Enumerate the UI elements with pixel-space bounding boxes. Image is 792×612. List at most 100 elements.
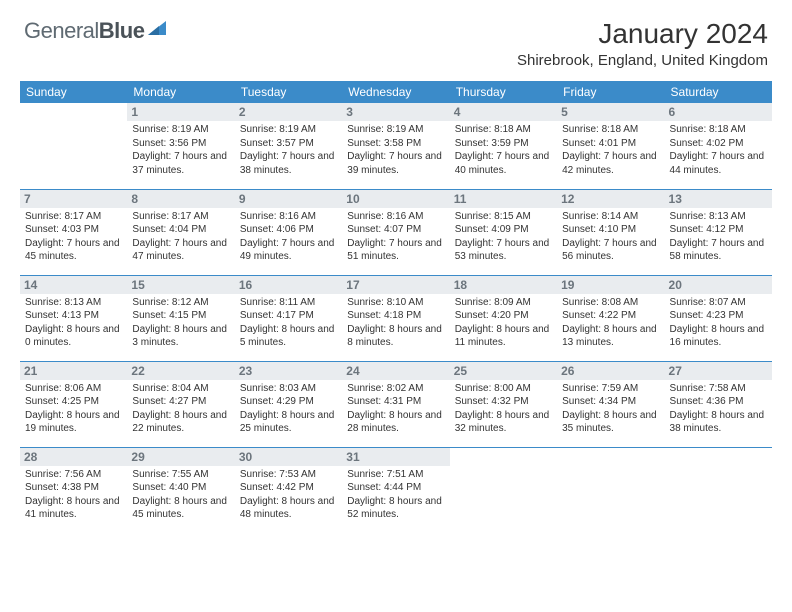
sunrise: Sunrise: 8:18 AM — [670, 123, 767, 137]
sunset: Sunset: 4:20 PM — [455, 309, 552, 323]
sunset: Sunset: 4:22 PM — [562, 309, 659, 323]
week-row: 14Sunrise: 8:13 AMSunset: 4:13 PMDayligh… — [20, 275, 772, 361]
sunrise: Sunrise: 8:19 AM — [240, 123, 337, 137]
day-cell: 19Sunrise: 8:08 AMSunset: 4:22 PMDayligh… — [557, 275, 664, 361]
sunset: Sunset: 4:13 PM — [25, 309, 122, 323]
header: GeneralBlue January 2024 Shirebrook, Eng… — [0, 0, 792, 81]
sunrise: Sunrise: 7:59 AM — [562, 382, 659, 396]
day-cell — [20, 103, 127, 189]
calendar-head: Sunday Monday Tuesday Wednesday Thursday… — [20, 81, 772, 103]
sunrise: Sunrise: 8:00 AM — [455, 382, 552, 396]
daylight: Daylight: 7 hours and 56 minutes. — [562, 237, 659, 264]
day-cell: 26Sunrise: 7:59 AMSunset: 4:34 PMDayligh… — [557, 361, 664, 447]
day-info: Sunrise: 8:19 AMSunset: 3:56 PMDaylight:… — [132, 123, 229, 177]
sunrise: Sunrise: 8:17 AM — [132, 210, 229, 224]
daylight: Daylight: 7 hours and 58 minutes. — [670, 237, 767, 264]
sunset: Sunset: 3:59 PM — [455, 137, 552, 151]
week-row: 21Sunrise: 8:06 AMSunset: 4:25 PMDayligh… — [20, 361, 772, 447]
sunrise: Sunrise: 8:13 AM — [25, 296, 122, 310]
daylight: Daylight: 8 hours and 25 minutes. — [240, 409, 337, 436]
sunset: Sunset: 4:15 PM — [132, 309, 229, 323]
week-row: 1Sunrise: 8:19 AMSunset: 3:56 PMDaylight… — [20, 103, 772, 189]
day-number: 4 — [450, 103, 557, 121]
sunrise: Sunrise: 8:02 AM — [347, 382, 444, 396]
daylight: Daylight: 7 hours and 47 minutes. — [132, 237, 229, 264]
day-info: Sunrise: 7:53 AMSunset: 4:42 PMDaylight:… — [240, 468, 337, 522]
day-number: 10 — [342, 190, 449, 208]
day-number: 3 — [342, 103, 449, 121]
logo-word-2: Blue — [99, 18, 145, 43]
day-number: 5 — [557, 103, 664, 121]
day-number: 1 — [127, 103, 234, 121]
daylight: Daylight: 8 hours and 38 minutes. — [670, 409, 767, 436]
day-info: Sunrise: 8:17 AMSunset: 4:04 PMDaylight:… — [132, 210, 229, 264]
location: Shirebrook, England, United Kingdom — [517, 52, 768, 69]
day-cell: 1 Sunrise: 8:19 AMSunset: 3:56 PMDaylight… — [127, 103, 234, 189]
daylight: Daylight: 8 hours and 32 minutes. — [455, 409, 552, 436]
sunrise: Sunrise: 8:08 AM — [562, 296, 659, 310]
weekday-row: Sunday Monday Tuesday Wednesday Thursday… — [20, 81, 772, 103]
weekday-header: Wednesday — [342, 81, 449, 103]
sunrise: Sunrise: 7:58 AM — [670, 382, 767, 396]
daylight: Daylight: 8 hours and 13 minutes. — [562, 323, 659, 350]
day-cell — [450, 447, 557, 533]
daylight: Daylight: 8 hours and 48 minutes. — [240, 495, 337, 522]
day-info: Sunrise: 8:02 AMSunset: 4:31 PMDaylight:… — [347, 382, 444, 436]
sunset: Sunset: 4:38 PM — [25, 481, 122, 495]
weekday-header: Tuesday — [235, 81, 342, 103]
sunrise: Sunrise: 8:19 AM — [347, 123, 444, 137]
day-number: 30 — [235, 448, 342, 466]
sunrise: Sunrise: 7:53 AM — [240, 468, 337, 482]
weekday-header: Thursday — [450, 81, 557, 103]
day-info: Sunrise: 8:09 AMSunset: 4:20 PMDaylight:… — [455, 296, 552, 350]
sunset: Sunset: 4:34 PM — [562, 395, 659, 409]
daylight: Daylight: 7 hours and 53 minutes. — [455, 237, 552, 264]
day-cell: 21Sunrise: 8:06 AMSunset: 4:25 PMDayligh… — [20, 361, 127, 447]
weekday-header: Sunday — [20, 81, 127, 103]
day-info: Sunrise: 8:14 AMSunset: 4:10 PMDaylight:… — [562, 210, 659, 264]
sunset: Sunset: 4:27 PM — [132, 395, 229, 409]
sunset: Sunset: 3:58 PM — [347, 137, 444, 151]
sunrise: Sunrise: 8:16 AM — [347, 210, 444, 224]
daylight: Daylight: 8 hours and 8 minutes. — [347, 323, 444, 350]
daylight: Daylight: 8 hours and 3 minutes. — [132, 323, 229, 350]
daylight: Daylight: 8 hours and 5 minutes. — [240, 323, 337, 350]
day-info: Sunrise: 8:13 AMSunset: 4:13 PMDaylight:… — [25, 296, 122, 350]
daylight: Daylight: 7 hours and 38 minutes. — [240, 150, 337, 177]
sunrise: Sunrise: 8:07 AM — [670, 296, 767, 310]
day-cell: 2Sunrise: 8:19 AMSunset: 3:57 PMDaylight… — [235, 103, 342, 189]
sunrise: Sunrise: 8:06 AM — [25, 382, 122, 396]
sunset: Sunset: 4:17 PM — [240, 309, 337, 323]
sunrise: Sunrise: 8:14 AM — [562, 210, 659, 224]
sunset: Sunset: 4:09 PM — [455, 223, 552, 237]
day-number: 23 — [235, 362, 342, 380]
sunrise: Sunrise: 7:55 AM — [132, 468, 229, 482]
sunset: Sunset: 3:56 PM — [132, 137, 229, 151]
day-number: 27 — [665, 362, 772, 380]
day-cell: 22Sunrise: 8:04 AMSunset: 4:27 PMDayligh… — [127, 361, 234, 447]
day-cell: 14Sunrise: 8:13 AMSunset: 4:13 PMDayligh… — [20, 275, 127, 361]
day-number: 31 — [342, 448, 449, 466]
day-cell: 12 Sunrise: 8:14 AMSunset: 4:10 PMDayligh… — [557, 189, 664, 275]
sunset: Sunset: 4:44 PM — [347, 481, 444, 495]
sunset: Sunset: 4:02 PM — [670, 137, 767, 151]
day-info: Sunrise: 8:10 AMSunset: 4:18 PMDaylight:… — [347, 296, 444, 350]
day-cell: 25Sunrise: 8:00 AMSunset: 4:32 PMDayligh… — [450, 361, 557, 447]
day-number: 16 — [235, 276, 342, 294]
sunrise: Sunrise: 8:19 AM — [132, 123, 229, 137]
sunset: Sunset: 4:07 PM — [347, 223, 444, 237]
day-info: Sunrise: 7:58 AMSunset: 4:36 PMDaylight:… — [670, 382, 767, 436]
sunrise: Sunrise: 8:16 AM — [240, 210, 337, 224]
day-number: 12 — [557, 190, 664, 208]
sunset: Sunset: 4:23 PM — [670, 309, 767, 323]
day-number: 17 — [342, 276, 449, 294]
day-cell: 5Sunrise: 8:18 AMSunset: 4:01 PMDaylight… — [557, 103, 664, 189]
sunrise: Sunrise: 8:03 AM — [240, 382, 337, 396]
sunrise: Sunrise: 8:17 AM — [25, 210, 122, 224]
weekday-header: Monday — [127, 81, 234, 103]
daylight: Daylight: 7 hours and 49 minutes. — [240, 237, 337, 264]
day-cell: 29Sunrise: 7:55 AMSunset: 4:40 PMDayligh… — [127, 447, 234, 533]
sunset: Sunset: 4:40 PM — [132, 481, 229, 495]
day-cell: 30 Sunrise: 7:53 AMSunset: 4:42 PMDayligh… — [235, 447, 342, 533]
sunset: Sunset: 4:25 PM — [25, 395, 122, 409]
